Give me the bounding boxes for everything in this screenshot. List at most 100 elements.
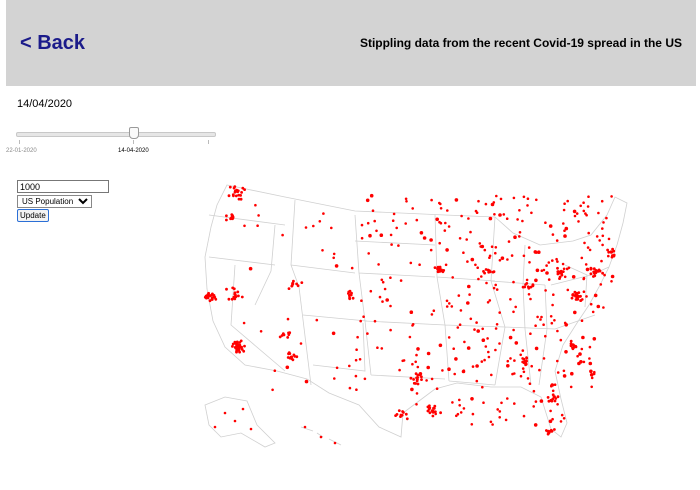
stipple-dot: [412, 381, 416, 385]
stipple-dot: [610, 195, 613, 198]
dataset-select[interactable]: US Population: [17, 195, 92, 208]
stipple-dot: [363, 377, 367, 381]
stipple-dot: [527, 246, 531, 249]
stipple-dot: [225, 218, 228, 222]
stipple-dot: [431, 410, 435, 414]
stipple-dot: [494, 327, 498, 330]
stipple-dot: [582, 201, 585, 204]
stipple-dot: [506, 258, 509, 261]
stipple-dot: [434, 412, 437, 416]
back-link[interactable]: < Back: [20, 32, 86, 54]
stipple-dot: [555, 257, 558, 261]
stipple-dot: [534, 346, 539, 351]
stipple-dot: [586, 205, 590, 208]
stipple-dot: [376, 346, 379, 349]
stipple-dot: [454, 198, 459, 202]
dot-count-input[interactable]: [17, 180, 109, 193]
stipple-dot: [415, 379, 419, 383]
stipple-dot: [556, 403, 559, 406]
stipple-dot: [456, 412, 460, 416]
stipple-dot: [404, 197, 408, 201]
stipple-dot: [487, 355, 491, 359]
stipple-dot: [519, 374, 523, 378]
update-button[interactable]: Update: [17, 209, 49, 222]
stipple-dot: [466, 346, 471, 350]
stipple-dot: [427, 407, 431, 411]
stipple-dot: [285, 365, 290, 370]
stipple-dot: [254, 203, 257, 207]
stipple-dot: [236, 290, 240, 294]
stipple-dot: [483, 248, 487, 252]
stipple-dot: [526, 377, 530, 380]
stipple-dot: [479, 245, 483, 248]
stipple-dot: [601, 271, 604, 275]
stipple-dot: [362, 315, 365, 318]
stipple-dot: [486, 301, 490, 304]
stipple-dot: [549, 315, 553, 318]
stipple-dot: [538, 368, 541, 372]
stipple-dot: [563, 202, 566, 205]
stipple-dot: [225, 214, 228, 218]
stipple-dot: [562, 267, 566, 271]
stipple-dot: [232, 295, 236, 299]
stipple-dot: [561, 262, 565, 266]
stipple-dot: [286, 317, 290, 321]
slider-thumb[interactable]: [129, 127, 139, 139]
stipple-dot: [451, 276, 455, 279]
stipple-dot: [447, 336, 451, 339]
stipple-dot: [560, 273, 564, 277]
stipple-dot: [444, 221, 447, 225]
stipple-dot: [534, 278, 538, 283]
slider-track[interactable]: [16, 132, 216, 137]
stipple-dot: [602, 221, 605, 224]
stipple-dot: [545, 264, 548, 267]
slider-tick-current: [133, 140, 134, 144]
stipple-dot: [500, 401, 503, 405]
date-slider[interactable]: 22-01-2020 14-04-2020: [6, 127, 216, 158]
stipple-dot: [516, 218, 519, 221]
stipple-dot: [534, 400, 538, 403]
stipple-dot: [562, 208, 566, 212]
stipple-dot: [553, 319, 556, 322]
stipple-dot: [358, 358, 362, 361]
stipple-dot: [550, 321, 554, 325]
stipple-dot: [395, 226, 398, 230]
stipple-dot: [438, 220, 441, 224]
stipple-dot: [518, 209, 521, 212]
stipple-dot: [467, 284, 471, 289]
stipple-dot: [291, 281, 294, 285]
stipple-dot: [350, 266, 354, 270]
stipple-dot: [428, 411, 432, 415]
stipple-dot: [610, 274, 615, 279]
stipple-dot: [519, 353, 522, 357]
stipple-dot: [590, 385, 593, 389]
stipple-dot: [371, 209, 375, 212]
stipple-dot: [304, 226, 308, 229]
stipple-dot: [293, 354, 297, 358]
stipple-dot: [498, 410, 502, 413]
stipple-dot: [563, 229, 566, 232]
stipple-dot: [474, 263, 477, 267]
stipple-dot: [582, 276, 586, 280]
stipple-dot: [227, 297, 231, 301]
stipple-dot: [259, 330, 263, 333]
stipple-dot: [526, 285, 530, 288]
stipple-dot: [498, 311, 502, 314]
stipple-dot: [438, 201, 441, 205]
stipple-dot: [495, 194, 498, 198]
stipple-dot: [494, 251, 497, 255]
stipple-dot: [506, 364, 510, 368]
stipple-dot: [223, 411, 227, 415]
stipple-dot: [590, 376, 594, 380]
stipple-dot: [447, 225, 451, 228]
stipple-dot: [286, 336, 290, 339]
stipple-dot: [542, 268, 546, 272]
stipple-dot: [351, 296, 355, 300]
stipple-dot: [592, 337, 597, 341]
stipple-dot: [512, 196, 516, 200]
stipple-dot: [573, 290, 577, 294]
stipple-dot: [540, 269, 544, 272]
stipple-dot: [525, 278, 529, 282]
stipple-dot: [609, 250, 613, 253]
stipple-dot: [408, 335, 412, 339]
